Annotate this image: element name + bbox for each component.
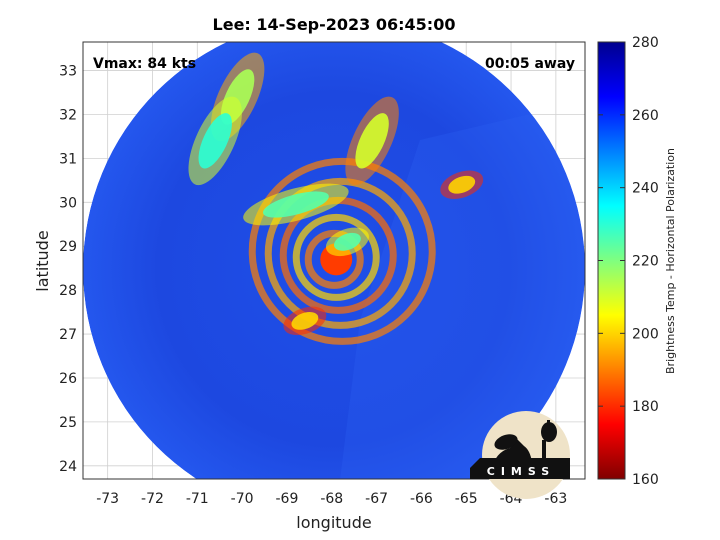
- feature-core: [198, 113, 232, 169]
- feature-core: [291, 311, 319, 330]
- y-tick-label: 25: [59, 415, 77, 431]
- y-tick-label: 27: [59, 327, 77, 343]
- logo-ground: [470, 458, 570, 479]
- x-tick-label: -65: [455, 491, 478, 507]
- x-axis-label: longitude: [296, 513, 371, 532]
- logo-water-tower: [541, 422, 557, 442]
- spiral-ring: [304, 229, 364, 289]
- x-tick-label: -70: [231, 491, 254, 507]
- y-tick-label: 26: [59, 371, 77, 387]
- logo-tower-top: [547, 420, 550, 426]
- feature-core: [262, 191, 329, 218]
- x-tick-label: -63: [544, 491, 567, 507]
- y-tick-label: 31: [59, 151, 77, 167]
- colorbar-tick-label: 280: [632, 35, 659, 51]
- y-tick-label: 32: [59, 107, 77, 123]
- x-tick-label: -66: [410, 491, 433, 507]
- x-tick-label: -69: [276, 491, 299, 507]
- axes-frame: [82, 41, 586, 480]
- x-tick-labels: -73 -72 -71 -70 -69 -68 -67 -66 -65 -64 -63: [96, 491, 567, 507]
- colorbar-tick-label: 260: [632, 108, 659, 124]
- colorbar-tick-label: 160: [632, 472, 659, 488]
- swath-seam-region: [340, 100, 585, 479]
- brightness-temperature-swath: [83, 42, 585, 479]
- cimss-logo: CIMSS: [470, 411, 570, 499]
- feature-core: [334, 232, 361, 251]
- x-tick-label: -71: [186, 491, 209, 507]
- colorbar-tick-label: 180: [632, 399, 659, 415]
- chart-title: Lee: 14-Sep-2023 06:45:00: [213, 15, 456, 34]
- colorbar-tick-label: 220: [632, 254, 659, 270]
- logo-text: CIMSS: [487, 465, 555, 478]
- colorbar-label: Brightness Temp - Horizontal Polarizatio…: [664, 148, 677, 374]
- y-tick-label: 33: [59, 64, 77, 80]
- spiral-ring: [264, 177, 416, 329]
- x-tick-label: -72: [141, 491, 164, 507]
- x-tick-label: -73: [96, 491, 119, 507]
- spiral-ring: [248, 157, 436, 345]
- y-tick-label: 24: [59, 459, 77, 475]
- colorbar-tick-labels: 160 180 200 220 240 260 280: [598, 35, 659, 488]
- y-tick-labels: 24 25 26 27 28 29 30 31 32 33: [59, 64, 77, 475]
- x-tick-label: -68: [320, 491, 343, 507]
- y-axis-label: latitude: [33, 230, 52, 291]
- colorbar-tick-label: 240: [632, 181, 659, 197]
- colorbar-tick-label: 200: [632, 326, 659, 342]
- logo-tower-leg: [542, 440, 546, 470]
- y-tick-label: 30: [59, 195, 77, 211]
- y-tick-label: 28: [59, 283, 77, 299]
- x-tick-label: -67: [365, 491, 388, 507]
- time-away-annotation: 00:05 away: [485, 56, 575, 72]
- logo-dish: [494, 434, 518, 450]
- y-tick-label: 29: [59, 239, 77, 255]
- feature-core: [355, 113, 389, 169]
- feature-core: [448, 175, 476, 194]
- spiral-ring: [292, 213, 380, 301]
- vmax-annotation: Vmax: 84 kts: [93, 56, 196, 72]
